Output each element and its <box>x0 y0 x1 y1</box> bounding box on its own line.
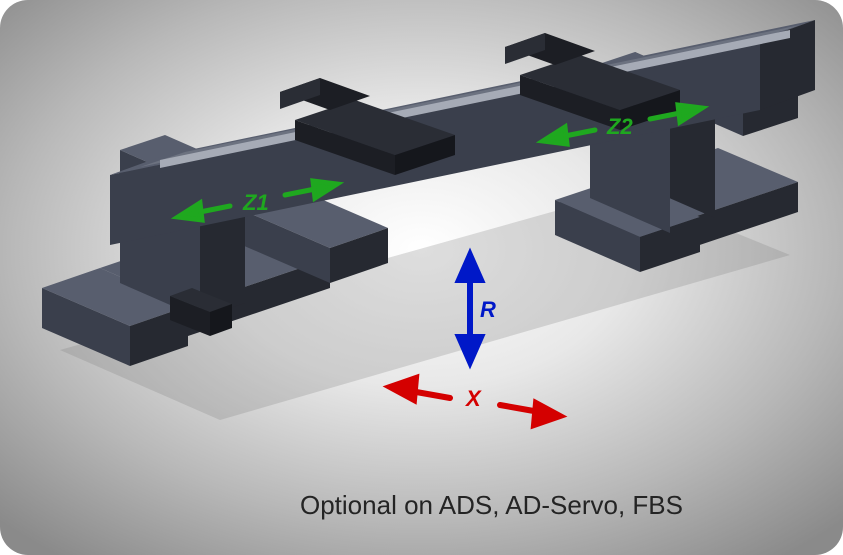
axis-z1-label: Z1 <box>243 190 269 216</box>
gantry-machine <box>0 0 843 555</box>
axis-r-label: R <box>480 297 496 323</box>
caption-text: Optional on ADS, AD-Servo, FBS <box>300 490 683 521</box>
axis-z2-label: Z2 <box>607 114 633 140</box>
axis-x-label: X <box>466 386 481 412</box>
diagram-canvas: Z1 Z2 R X Optional on ADS, AD-Servo, FBS <box>0 0 843 555</box>
